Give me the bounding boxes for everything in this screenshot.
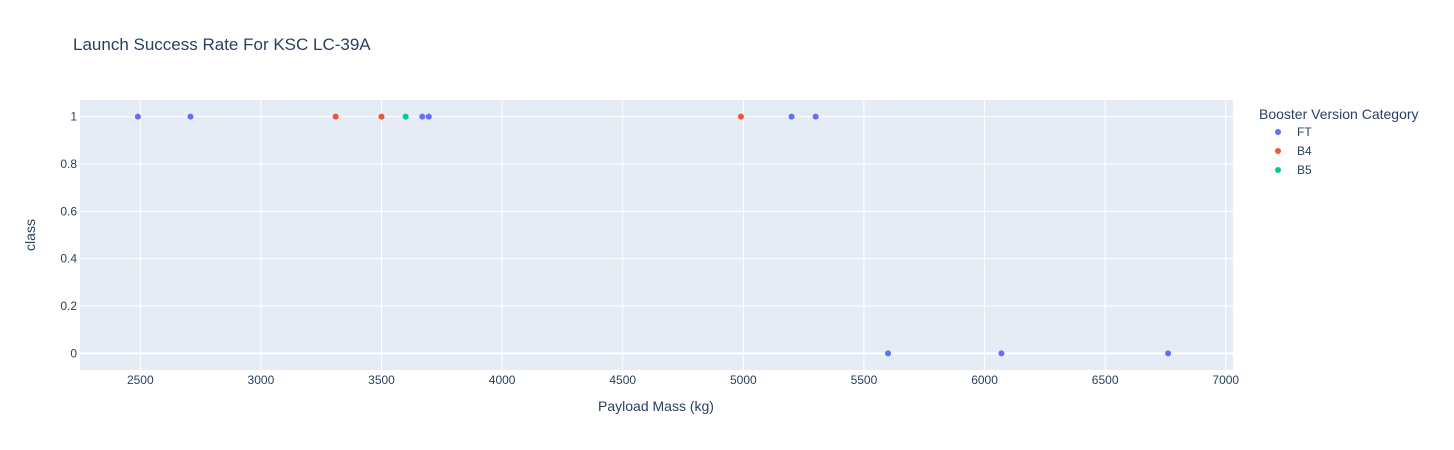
data-point-b4[interactable] (378, 113, 385, 120)
data-point-ft[interactable] (812, 113, 819, 120)
x-tick-label: 3500 (368, 373, 395, 387)
x-tick-label: 4500 (609, 373, 636, 387)
legend-title: Booster Version Category (1259, 106, 1419, 122)
legend-label: B4 (1297, 144, 1312, 158)
legend-label: FT (1297, 125, 1312, 139)
data-point-ft[interactable] (885, 350, 892, 357)
legend-marker (1275, 129, 1281, 135)
x-tick-label: 4000 (489, 373, 516, 387)
legend[interactable]: FT B4 B5 (1275, 125, 1312, 177)
x-tick-label: 7000 (1212, 373, 1239, 387)
data-point-ft[interactable] (788, 113, 795, 120)
legend-item-b4[interactable]: B4 (1275, 144, 1312, 158)
x-tick-label: 6000 (971, 373, 998, 387)
y-tick-label: 1 (70, 110, 77, 124)
y-tick-label: 0.2 (60, 299, 77, 313)
data-point-ft[interactable] (998, 350, 1005, 357)
data-point-ft[interactable] (187, 113, 194, 120)
data-point-ft[interactable] (1165, 350, 1172, 357)
data-point-ft[interactable] (419, 113, 426, 120)
legend-label: B5 (1297, 163, 1312, 177)
chart-title: Launch Success Rate For KSC LC-39A (73, 35, 371, 54)
plot-area (80, 100, 1233, 370)
y-tick-label: 0.6 (60, 204, 77, 218)
y-tick-label: 0.8 (60, 157, 77, 171)
x-tick-label: 6500 (1092, 373, 1119, 387)
y-tick-label: 0 (70, 346, 77, 360)
y-tick-label: 0.4 (60, 252, 77, 266)
data-point-ft[interactable] (425, 113, 432, 120)
x-axis-title: Payload Mass (kg) (598, 398, 714, 414)
x-tick-label: 5000 (730, 373, 757, 387)
legend-marker (1275, 167, 1281, 173)
data-points (134, 113, 1172, 357)
x-tick-label: 3000 (248, 373, 275, 387)
data-point-ft[interactable] (134, 113, 141, 120)
x-tick-label: 2500 (127, 373, 154, 387)
tick-labels: 2500 3000 3500 4000 4500 5000 5500 6000 6500 7000… (60, 110, 1239, 387)
data-point-b5[interactable] (402, 113, 409, 120)
y-axis-title: class (22, 219, 38, 251)
data-point-b4[interactable] (332, 113, 339, 120)
legend-marker (1275, 148, 1281, 154)
grid-lines (80, 100, 1233, 370)
legend-item-ft[interactable]: FT (1275, 125, 1312, 139)
legend-item-b5[interactable]: B5 (1275, 163, 1312, 177)
data-point-b4[interactable] (737, 113, 744, 120)
x-tick-label: 5500 (851, 373, 878, 387)
